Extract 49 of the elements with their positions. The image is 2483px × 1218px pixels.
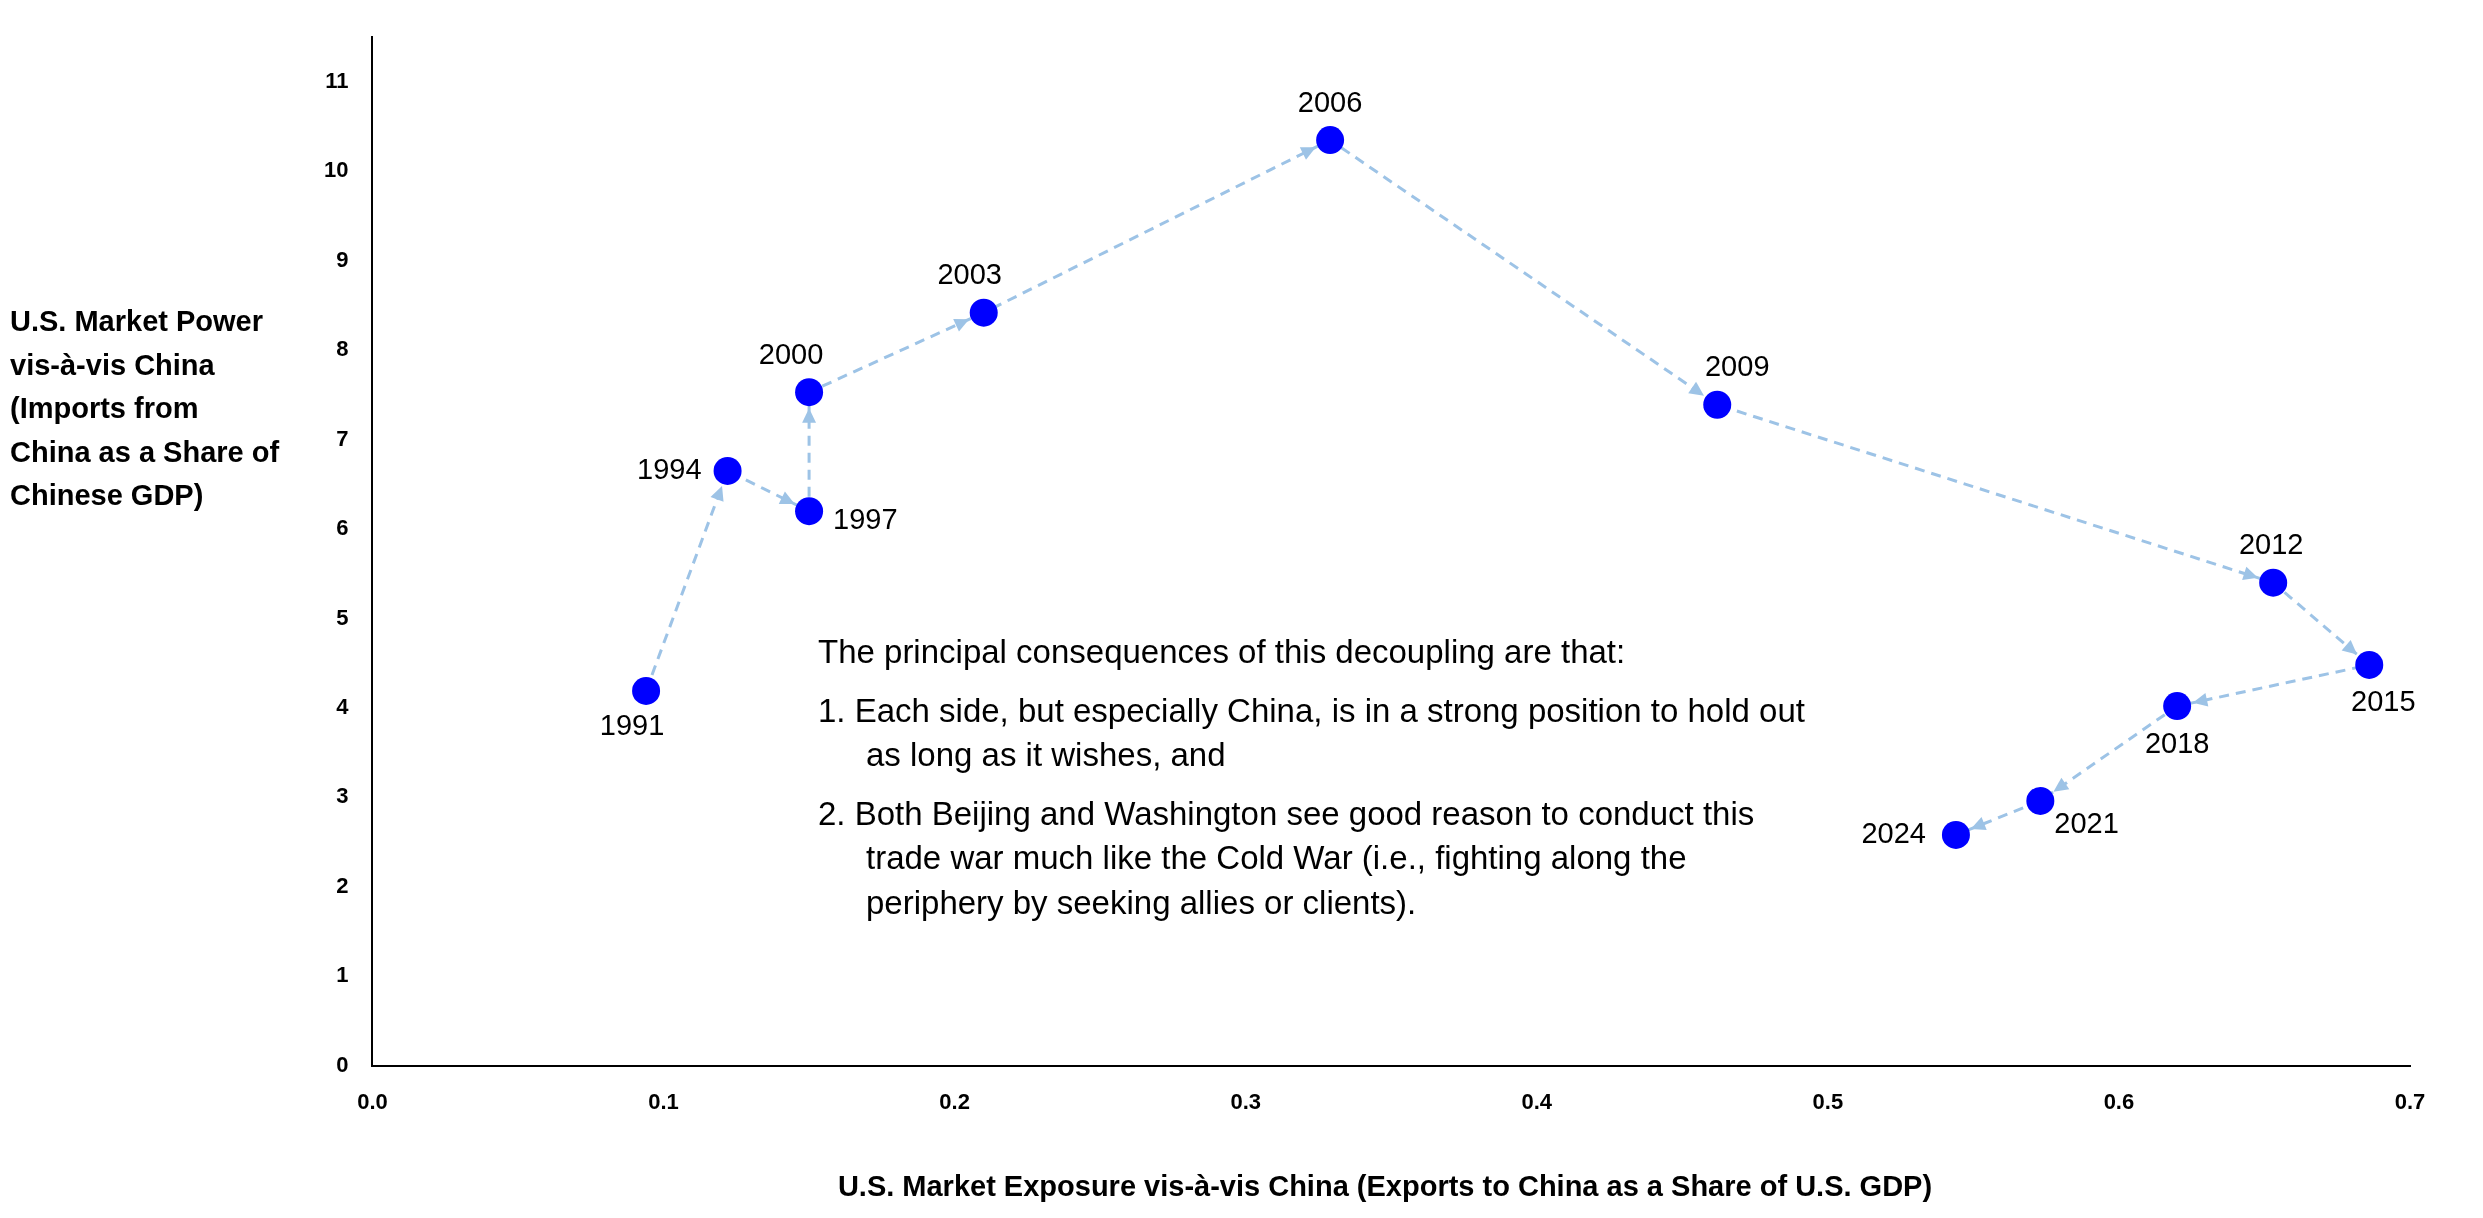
y-tick-label: 8 [336, 336, 349, 362]
y-tick-label: 1 [336, 962, 349, 988]
point [632, 676, 661, 705]
y-tick-label: 9 [336, 246, 349, 272]
point [1941, 820, 1970, 849]
x-axis-title: U.S. Market Exposure vis-à-vis China (Exports to China as a Share of U.S. GDP) [836, 1170, 1934, 1203]
point [713, 456, 742, 485]
annotation: 2021 [2054, 806, 2119, 839]
annotation: The principal consequences of this decoupling are that: [818, 632, 1627, 672]
annotation: 2018 [2144, 726, 2210, 759]
annotation: 2015 [2350, 685, 2416, 718]
x-tick-label: 0.1 [648, 1088, 679, 1114]
y-tick-label: 3 [336, 783, 349, 809]
y-tick-label: 2 [336, 872, 349, 898]
x-tick-label: 0.7 [2394, 1088, 2426, 1114]
y-tick-label: 4 [336, 693, 350, 719]
annotation: 2003 [937, 258, 1002, 291]
x-tick-label: 0.0 [357, 1088, 388, 1114]
point [2026, 786, 2055, 815]
y-tick-label: 5 [336, 604, 349, 630]
x-tick-label: 0.2 [939, 1088, 970, 1114]
y-tick-label: 10 [323, 157, 349, 183]
point [1316, 126, 1345, 155]
x-tick-label: 0.4 [1521, 1088, 1553, 1114]
annotation: 1994 [637, 452, 702, 485]
annotation: 1997 [833, 503, 898, 536]
point [2259, 568, 2288, 597]
annotation: 2000 [758, 337, 824, 370]
point [2163, 692, 2192, 721]
annotation: 1991 [599, 709, 665, 742]
point [969, 298, 998, 327]
annotation: 2006 [1297, 85, 1363, 118]
point [795, 378, 824, 407]
y-tick-label: 6 [336, 515, 349, 541]
x-tick-label: 0.5 [1812, 1088, 1844, 1114]
x-tick-label: 0.3 [1230, 1088, 1261, 1114]
y-tick-label: 7 [336, 425, 349, 451]
annotation: 2. Both Beijing and Washington see good reason to conduct this trade war much like the Cold War (i.e., fighting along the periphery by seeking allies or clients). [818, 793, 1756, 923]
annotation: 2012 [2238, 528, 2304, 561]
y-axis-title: U.S. Market Power vis-à-vis China (Imports from China as a Share of Chinese GDP) [10, 304, 280, 513]
point [795, 497, 824, 526]
y-tick-label: 0 [336, 1051, 349, 1077]
x-tick-label: 0.6 [2103, 1088, 2135, 1114]
annotation: 1. Each side, but especially China, is in a strong position to hold out as long as it wishes, and [818, 690, 1806, 776]
annotation: 2024 [1861, 816, 1926, 849]
point [1703, 390, 1732, 419]
annotation: 2009 [1704, 350, 1770, 383]
y-tick-label: 11 [325, 67, 349, 93]
point [2355, 650, 2384, 679]
